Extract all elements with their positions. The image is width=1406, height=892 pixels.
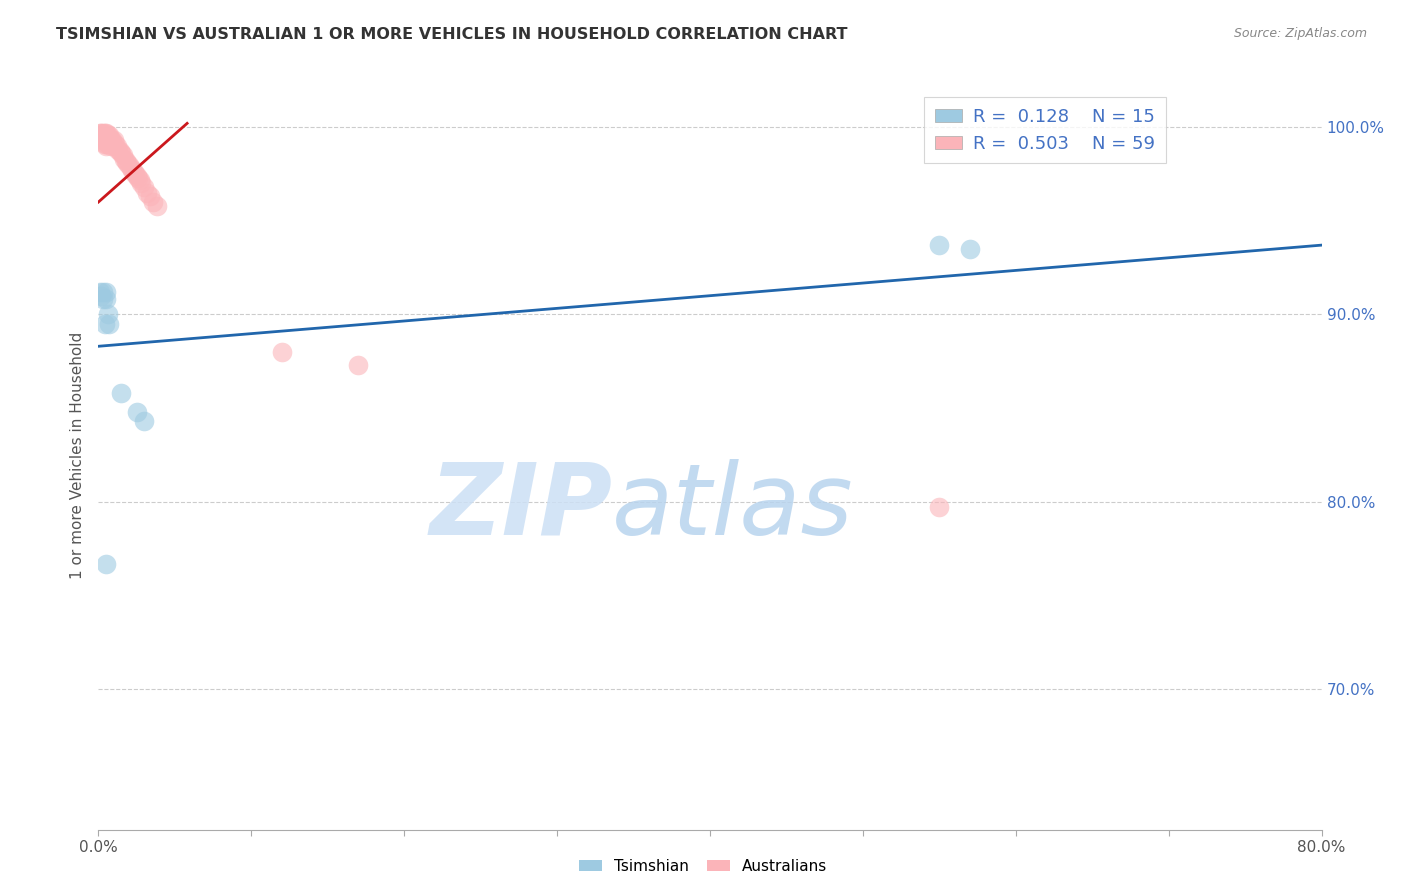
Point	[112, 152, 135, 166]
Point	[91, 129, 114, 144]
Point	[129, 176, 152, 190]
Point	[90, 129, 112, 144]
Point	[134, 414, 156, 428]
Point	[100, 136, 122, 151]
Point	[347, 358, 370, 372]
Point	[91, 285, 114, 299]
Point	[101, 133, 124, 147]
Point	[118, 157, 141, 171]
Point	[928, 500, 950, 515]
Point	[100, 138, 122, 153]
Point	[103, 138, 125, 153]
Y-axis label: 1 or more Vehicles in Household: 1 or more Vehicles in Household	[70, 331, 86, 579]
Point	[94, 133, 117, 147]
Point	[117, 155, 139, 169]
Point	[270, 344, 292, 359]
Point	[136, 186, 159, 200]
Legend: Tsimshian, Australians: Tsimshian, Australians	[572, 853, 834, 880]
Point	[91, 293, 114, 307]
Point	[134, 180, 156, 194]
Point	[127, 170, 149, 185]
Point	[94, 285, 117, 299]
Point	[111, 148, 134, 162]
Point	[89, 129, 111, 144]
Point	[108, 145, 131, 159]
Point	[125, 169, 148, 183]
Point	[98, 133, 121, 147]
Point	[97, 133, 120, 147]
Point	[110, 146, 132, 161]
Text: ZIP: ZIP	[429, 458, 612, 556]
Point	[107, 143, 129, 157]
Point	[94, 128, 117, 142]
Point	[121, 163, 143, 178]
Point	[98, 317, 121, 331]
Point	[94, 126, 117, 140]
Point	[110, 386, 132, 401]
Point	[101, 136, 124, 151]
Point	[145, 199, 167, 213]
Point	[90, 126, 112, 140]
Point	[100, 133, 122, 147]
Point	[124, 167, 146, 181]
Point	[98, 136, 121, 151]
Point	[91, 128, 114, 142]
Point	[90, 128, 112, 142]
Point	[97, 128, 120, 142]
Point	[89, 126, 111, 140]
Point	[94, 136, 117, 151]
Point	[93, 133, 115, 147]
Text: Source: ZipAtlas.com: Source: ZipAtlas.com	[1233, 27, 1367, 40]
Point	[128, 172, 150, 186]
Point	[97, 307, 120, 321]
Point	[98, 128, 121, 142]
Point	[91, 126, 114, 140]
Point	[93, 128, 115, 142]
Point	[139, 189, 162, 203]
Point	[959, 242, 981, 256]
Point	[103, 133, 125, 147]
Point	[94, 293, 117, 307]
Text: TSIMSHIAN VS AUSTRALIAN 1 OR MORE VEHICLES IN HOUSEHOLD CORRELATION CHART: TSIMSHIAN VS AUSTRALIAN 1 OR MORE VEHICL…	[56, 27, 848, 42]
Legend: R =  0.128    N = 15, R =  0.503    N = 59: R = 0.128 N = 15, R = 0.503 N = 59	[924, 97, 1166, 163]
Point	[93, 317, 115, 331]
Point	[93, 129, 115, 144]
Point	[120, 161, 142, 176]
Point	[122, 165, 145, 179]
Point	[94, 138, 117, 153]
Point	[93, 136, 115, 151]
Point	[89, 128, 111, 142]
Point	[115, 153, 138, 168]
Point	[928, 238, 950, 252]
Point	[105, 138, 128, 153]
Point	[94, 557, 117, 571]
Point	[97, 136, 120, 151]
Point	[91, 133, 114, 147]
Point	[93, 126, 115, 140]
Text: atlas: atlas	[612, 458, 853, 556]
Point	[142, 194, 165, 209]
Point	[104, 136, 127, 151]
Point	[125, 405, 148, 419]
Point	[90, 288, 112, 302]
Point	[89, 285, 111, 299]
